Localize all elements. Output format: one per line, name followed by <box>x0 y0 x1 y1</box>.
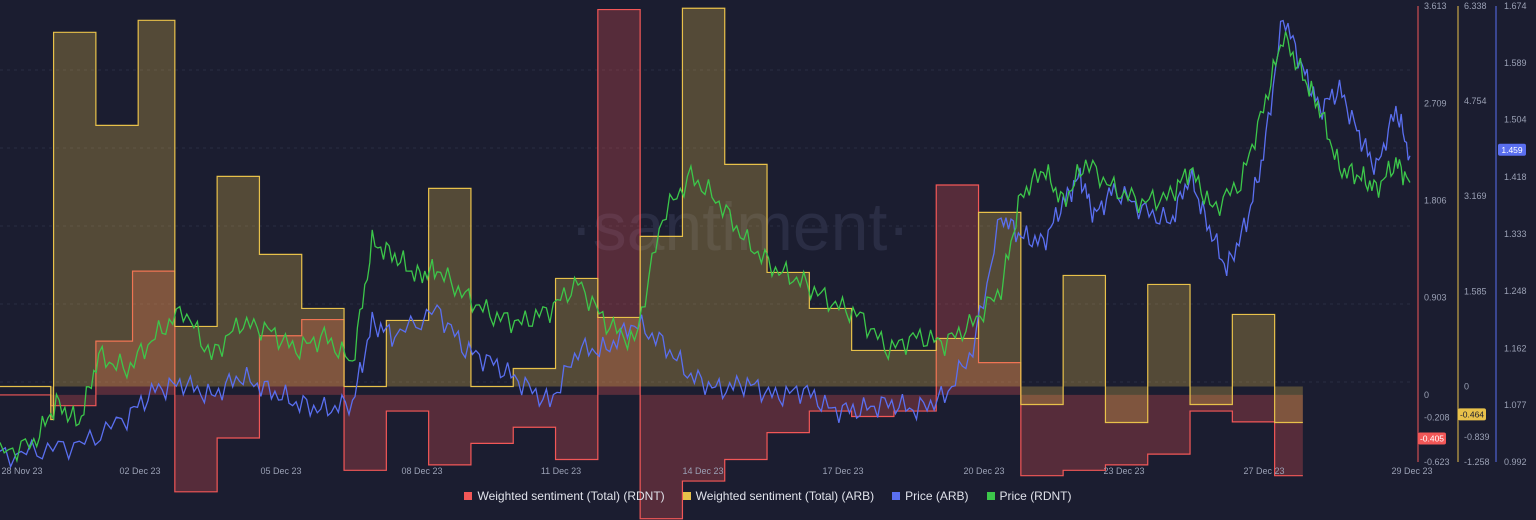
x-tick-label: 14 Dec 23 <box>682 466 723 476</box>
x-tick-label: 05 Dec 23 <box>260 466 301 476</box>
y-tick-label: -0.839 <box>1464 432 1490 442</box>
y-tick-label: 1.504 <box>1504 115 1527 125</box>
legend-label: Price (RDNT) <box>999 489 1072 503</box>
sentiment-line <box>0 8 1303 520</box>
y-tick-label: 1.674 <box>1504 1 1527 11</box>
legend-swatch <box>682 492 691 500</box>
legend-item[interactable]: Weighted sentiment (Total) (RDNT) <box>464 489 665 503</box>
y-tick-label: 0 <box>1464 381 1469 391</box>
x-tick-label: 23 Dec 23 <box>1103 466 1144 476</box>
y-tick-label: -0.208 <box>1424 412 1450 422</box>
y-tick-label: 4.754 <box>1464 96 1487 106</box>
y-tick-label: -1.258 <box>1464 457 1490 467</box>
axis-arb-sentiment: 6.338 4.754 3.169 1.585 0 -0.839 -1.258 <box>1457 1 1490 467</box>
legend-swatch <box>464 492 473 500</box>
y-tick-label: 1.162 <box>1504 343 1527 353</box>
y-tick-label: 3.169 <box>1464 191 1487 201</box>
value-badge-text: 1.459 <box>1501 145 1523 155</box>
x-tick-label: 27 Dec 23 <box>1243 466 1284 476</box>
legend-label: Weighted sentiment (Total) (RDNT) <box>477 489 665 503</box>
legend-label: Weighted sentiment (Total) (ARB) <box>695 489 875 503</box>
legend: Weighted sentiment (Total) (RDNT) Weighte… <box>0 489 1536 503</box>
watermark: ·santiment· <box>570 189 910 265</box>
value-badge <box>1458 408 1486 421</box>
x-tick-label: 29 Dec 23 <box>1391 466 1432 476</box>
last-value-badges: 1.459 -0.464 -0.405 <box>1418 143 1526 445</box>
y-tick-label: 1.806 <box>1424 196 1447 206</box>
price-lines <box>0 19 1411 469</box>
y-tick-label: 2.709 <box>1424 98 1447 108</box>
legend-item[interactable]: Weighted sentiment (Total) (ARB) <box>682 489 875 503</box>
x-tick-label: 17 Dec 23 <box>822 466 863 476</box>
y-tick-label: 0.992 <box>1504 457 1527 467</box>
x-tick-label: 02 Dec 23 <box>119 466 160 476</box>
y-tick-label: 1.248 <box>1504 286 1527 296</box>
legend-item[interactable]: Price (ARB) <box>892 489 969 503</box>
sentiment-areas <box>0 7 1303 520</box>
sentiment-area <box>0 9 1303 519</box>
y-tick-label: 0 <box>1424 390 1429 400</box>
axis-arb-price: 1.674 1.589 1.504 1.418 1.333 1.248 1.162 1.077… <box>1495 1 1527 467</box>
legend-label: Price (ARB) <box>905 489 969 503</box>
value-badge <box>1418 432 1446 445</box>
y-tick-label: -0.623 <box>1424 457 1450 467</box>
axis-rdnt-sentiment: 3.613 2.709 1.806 0.903 0 -0.208 -0.623 <box>1417 1 1450 467</box>
sentiment-area <box>0 8 1303 423</box>
y-tick-label: 1.333 <box>1504 229 1527 239</box>
price-line <box>0 31 1411 464</box>
x-axis-ticks: 28 Nov 23 02 Dec 23 05 Dec 23 08 Dec 23 11 D… <box>1 466 1432 476</box>
value-badge-text: -0.464 <box>1460 409 1484 419</box>
x-tick-label: 08 Dec 23 <box>401 466 442 476</box>
price-line <box>0 19 1411 469</box>
y-tick-label: 0.903 <box>1424 293 1447 303</box>
y-tick-label: 1.418 <box>1504 172 1527 182</box>
value-badge <box>1498 143 1526 156</box>
legend-swatch <box>986 492 995 500</box>
y-tick-label: 1.589 <box>1504 58 1527 68</box>
x-tick-label: 11 Dec 23 <box>541 466 581 476</box>
y-tick-label: 1.077 <box>1504 400 1527 410</box>
y-tick-label: 6.338 <box>1464 1 1487 11</box>
value-badge-text: -0.405 <box>1420 434 1444 444</box>
x-tick-label: 20 Dec 23 <box>963 466 1004 476</box>
y-tick-label: 3.613 <box>1424 1 1447 11</box>
x-tick-label: 28 Nov 23 <box>1 466 42 476</box>
y-tick-label: 1.585 <box>1464 286 1487 296</box>
legend-swatch <box>892 492 901 500</box>
legend-item[interactable]: Price (RDNT) <box>986 489 1072 503</box>
